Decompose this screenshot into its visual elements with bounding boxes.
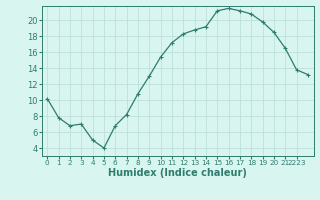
X-axis label: Humidex (Indice chaleur): Humidex (Indice chaleur) [108,168,247,178]
